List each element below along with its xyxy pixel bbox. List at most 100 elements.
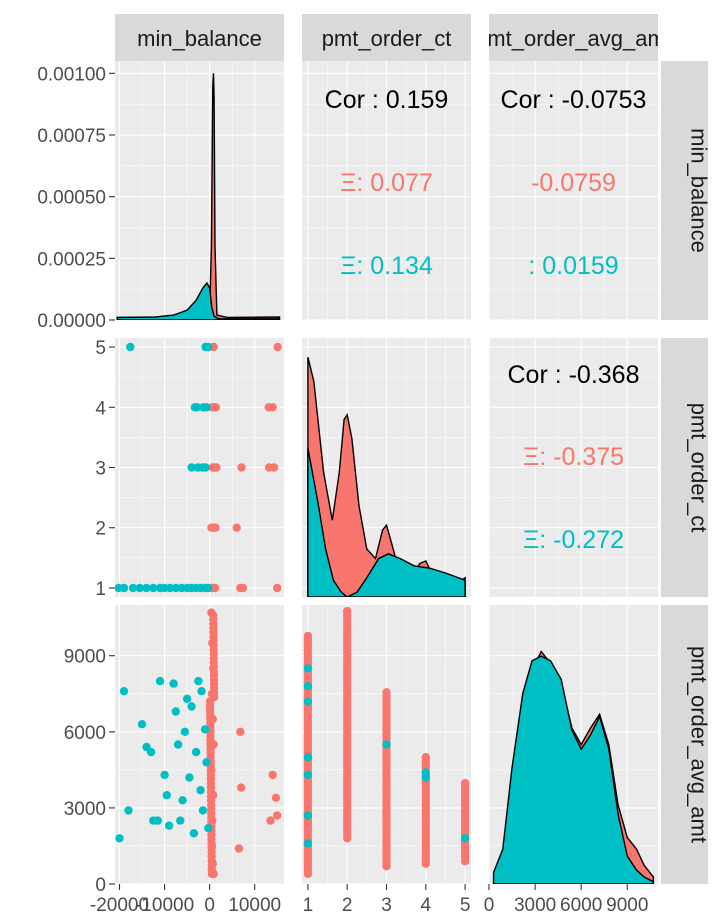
point-group-b (421, 773, 430, 782)
x-tick-label: 2 (342, 895, 353, 916)
point-group-b (303, 664, 313, 673)
correlation-group-a: Ξ: -0.375 (523, 443, 624, 471)
point-group-b (155, 676, 165, 686)
point-group-b (162, 791, 171, 800)
point-group-b (303, 839, 313, 848)
y-tick-label: 5 (95, 338, 106, 359)
point-group-b (460, 834, 470, 843)
point-group-b (196, 786, 205, 795)
density-pmt-order-ct (307, 357, 466, 597)
strip-top-pmt_order_avg_amt: pmt_order_avg_amt (489, 14, 658, 61)
strip-label: pmt_order_avg_amt (687, 646, 712, 843)
point-group-a (211, 403, 221, 412)
point-group-a (232, 523, 241, 532)
point-group-b (149, 583, 158, 593)
point-group-b (200, 725, 210, 734)
point-group-a (210, 583, 220, 593)
x-tick-label: 10000 (228, 895, 281, 916)
point-group-b (165, 583, 175, 593)
strip-label: min_balance (687, 128, 712, 253)
correlation-group-a-prefix: Ξ: (523, 443, 553, 471)
point-group-a (382, 688, 391, 697)
point-group-a (207, 841, 217, 851)
y-tick-label: 3 (95, 459, 106, 480)
point-group-b (202, 758, 211, 767)
strip-top-pmt_order_ct: pmt_order_ct (302, 14, 471, 61)
point-group-b (115, 834, 124, 843)
point-group-b (171, 583, 180, 593)
point-group-a (303, 631, 313, 641)
point-group-a (207, 689, 217, 698)
point-group-b (187, 463, 196, 472)
x-tick-label: 9000 (606, 895, 648, 916)
y-tick-label: 6000 (64, 723, 106, 744)
panel-background (115, 61, 284, 320)
x-tick-label: 0 (204, 895, 215, 916)
point-group-a (271, 793, 281, 802)
strip-right-pmt_order_ct: pmt_order_ct (661, 338, 712, 597)
point-group-b (303, 682, 313, 691)
correlation-group-b: : 0.0159 (528, 252, 618, 280)
correlation-overall: Cor : -0.0753 (501, 86, 647, 114)
y-tick-label: 2 (95, 519, 106, 540)
point-group-b (204, 583, 213, 593)
point-group-b (178, 796, 187, 805)
point-group-b (303, 811, 313, 820)
point-group-b (180, 727, 190, 736)
point-group-a (238, 583, 248, 593)
point-group-b (137, 720, 147, 729)
point-group-b (173, 740, 183, 749)
point-group-a (237, 783, 246, 792)
panel-r3-c1 (115, 605, 284, 885)
point-group-b (303, 697, 313, 706)
correlation-group-b: Ξ: 0.134 (340, 252, 433, 280)
strip-label: pmt_order_ct (322, 26, 452, 51)
correlation-group-b-prefix: Ξ: (523, 526, 553, 554)
correlation-panel-1: Cor : 0.159 Ξ: 0.077 Ξ: 0.134 (325, 86, 449, 280)
correlation-overall: Cor : -0.368 (507, 361, 639, 389)
correlation-group-a: -0.0759 (531, 169, 616, 197)
correlation-group-b-value: -0.272 (553, 526, 624, 554)
point-group-a (421, 753, 430, 762)
correlation-group-a-value: -0.0759 (531, 169, 616, 197)
point-group-b (191, 747, 201, 757)
panel-background (115, 605, 284, 884)
y-tick-label: 0 (95, 875, 106, 896)
point-group-b (202, 403, 211, 412)
correlation-overall: Cor : 0.159 (325, 86, 449, 114)
point-group-b (126, 342, 135, 352)
point-group-a (209, 869, 218, 879)
point-group-b (382, 740, 391, 749)
x-tick-label: -10000 (135, 895, 194, 916)
point-group-a (212, 463, 221, 472)
point-group-b (164, 821, 174, 830)
point-group-a (207, 608, 216, 617)
strip-background (661, 338, 708, 597)
point-group-b (204, 824, 213, 833)
point-group-a (209, 791, 218, 800)
point-group-b (192, 403, 202, 412)
point-group-b (119, 687, 129, 696)
y-tick-label: 0.00100 (37, 64, 106, 85)
point-group-b (119, 583, 129, 593)
point-group-b (142, 583, 151, 593)
strip-background (302, 14, 471, 61)
y-tick-label: 3000 (64, 799, 106, 820)
correlation-group-a-prefix: Ξ: (340, 169, 370, 197)
strip-background (661, 61, 708, 320)
point-group-a (236, 727, 245, 736)
point-group-b (171, 707, 180, 716)
x-tick-label: -20000 (90, 895, 149, 916)
strip-background (661, 605, 708, 884)
y-tick-label: 4 (95, 398, 106, 419)
point-group-a (209, 664, 218, 673)
point-group-a (269, 463, 279, 472)
point-group-b (197, 687, 206, 696)
correlation-group-a: Ξ: 0.077 (340, 169, 433, 197)
y-tick-label: 1 (95, 579, 106, 600)
point-group-b (160, 770, 169, 780)
y-tick-label: 0.00075 (37, 126, 106, 147)
point-group-a (460, 778, 470, 788)
